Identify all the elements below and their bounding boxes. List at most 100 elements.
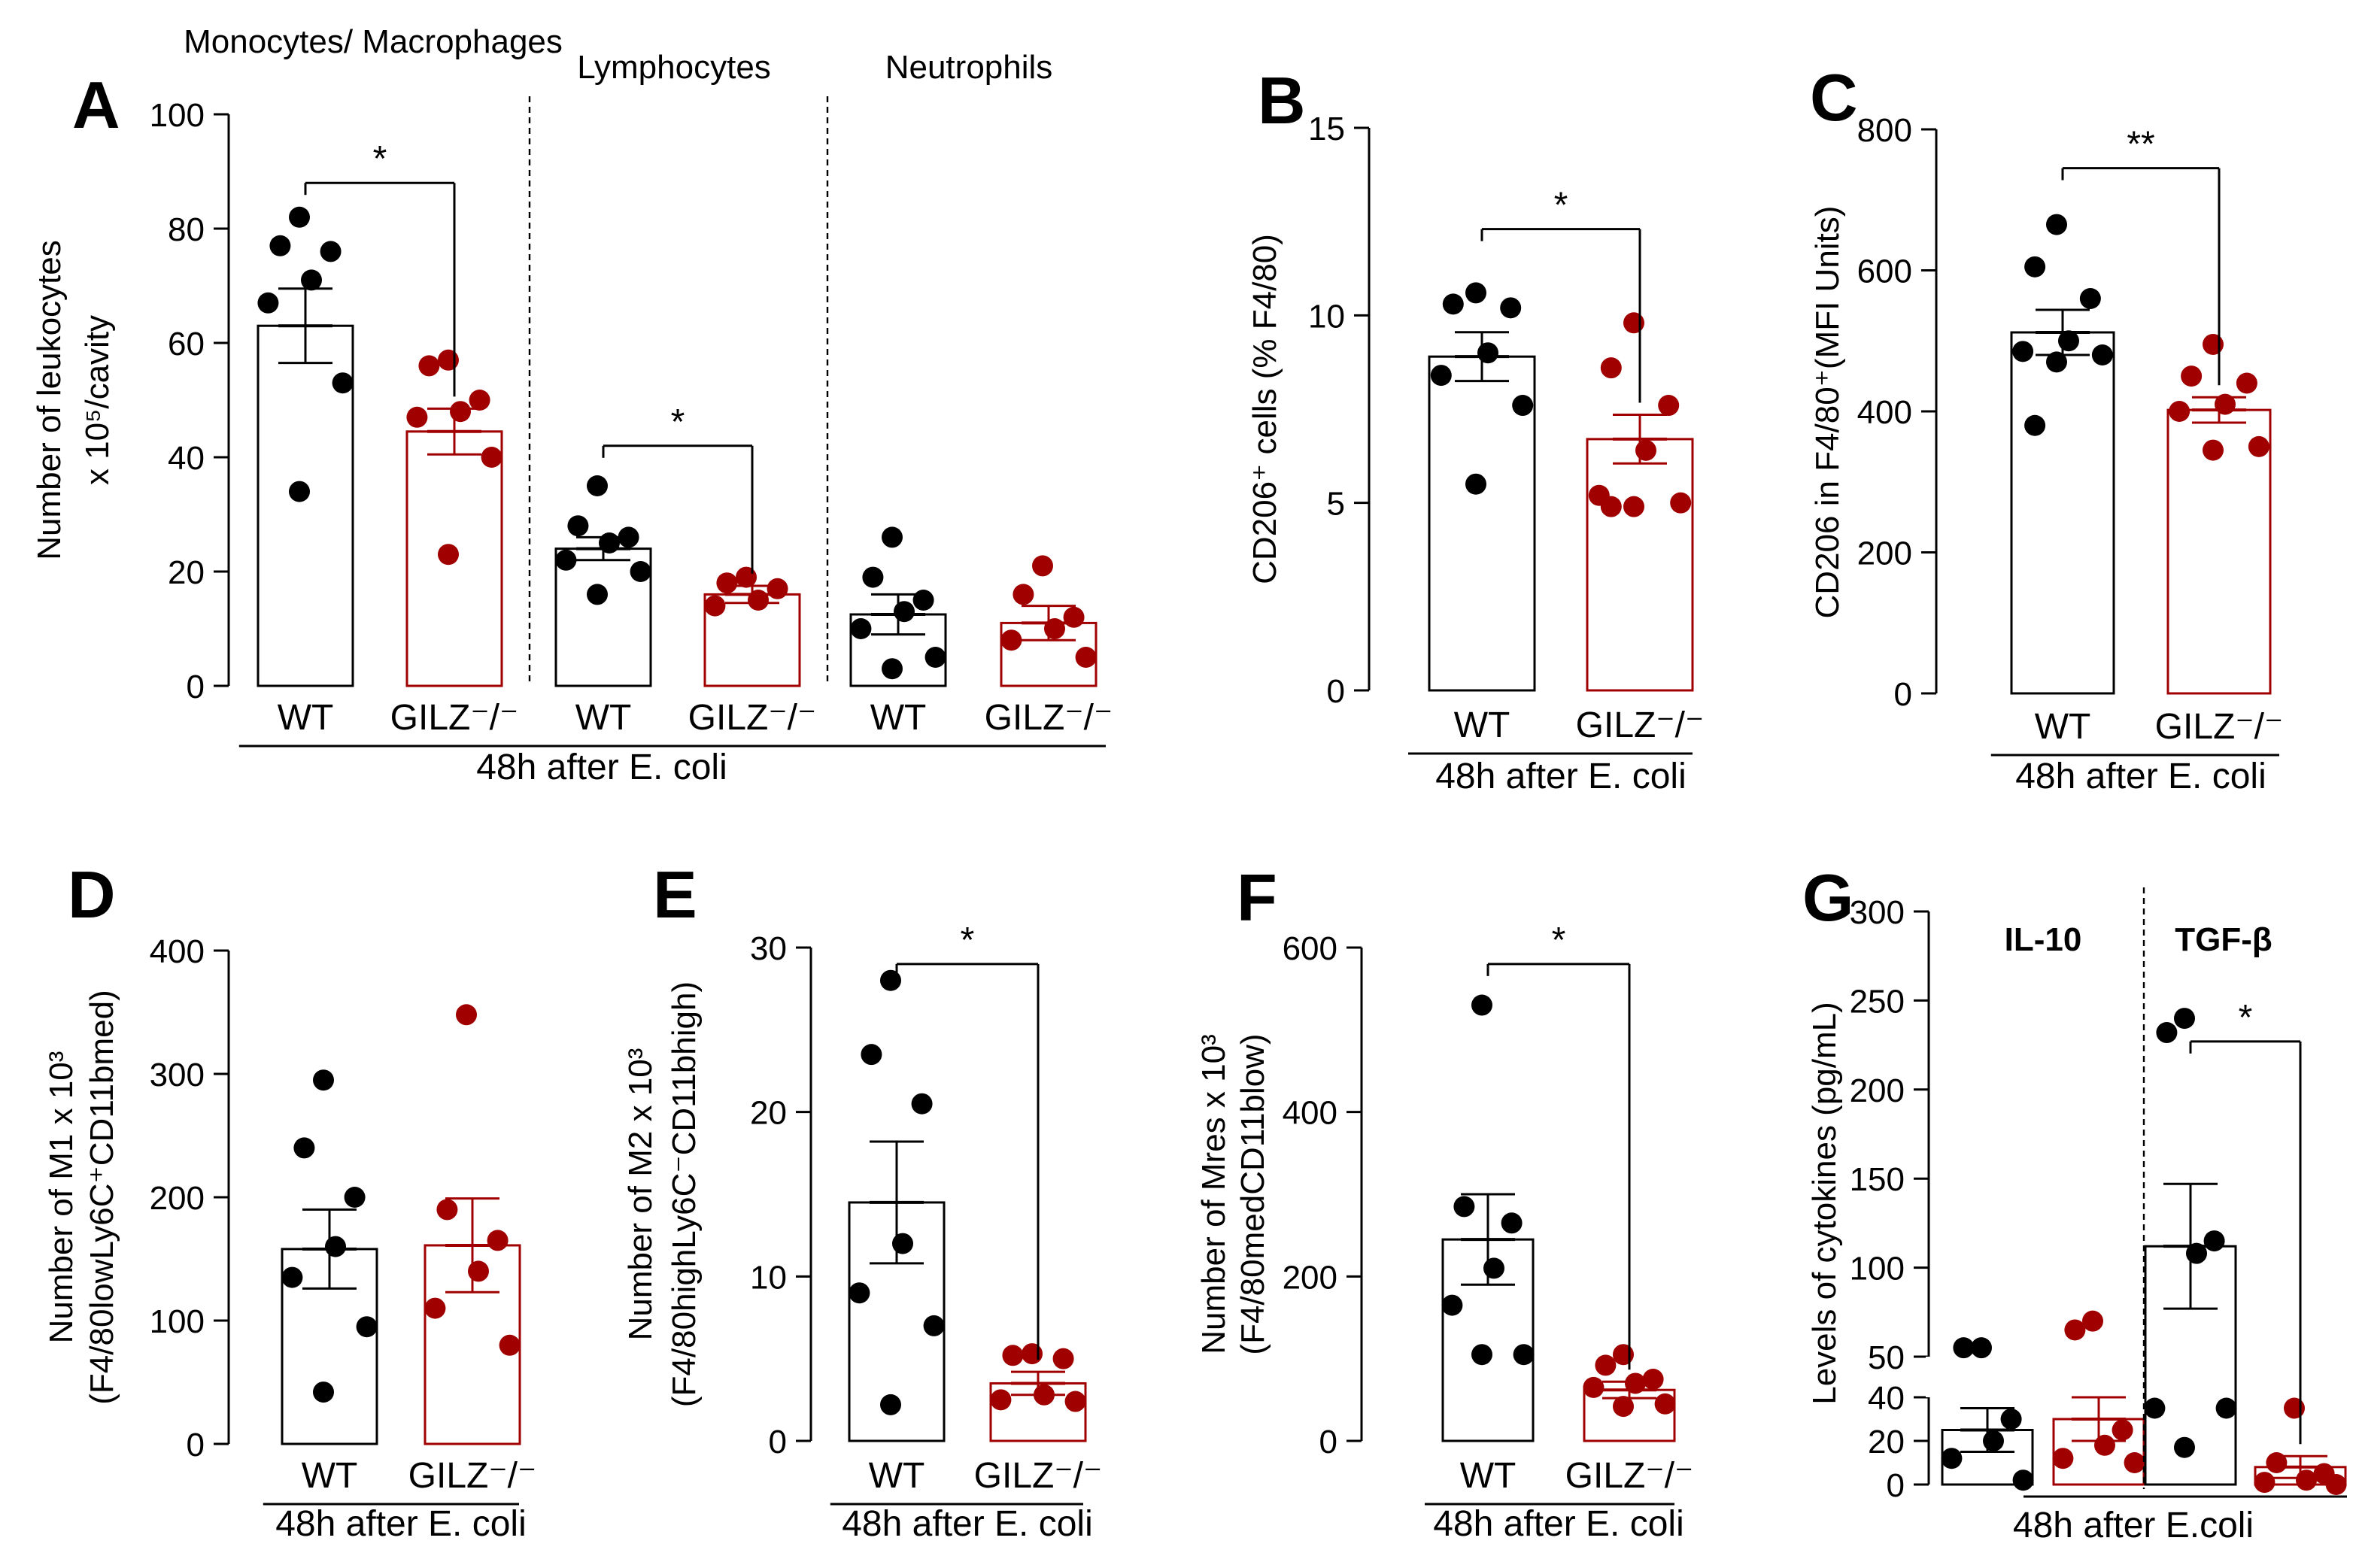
y-axis-label: Levels of cytokines (pg/mL) xyxy=(1806,1002,1843,1405)
y-axis-label: (F4/80lowLy6C⁺CD11bmed) xyxy=(83,990,120,1404)
x-tick-label: GILZ⁻/⁻ xyxy=(1576,705,1705,745)
data-point xyxy=(2046,351,2067,373)
y-tick-label: 200 xyxy=(1850,1072,1905,1109)
y-tick-label: 0 xyxy=(1319,1424,1337,1460)
y-axis-label: Number of M2 x 10³ xyxy=(622,1048,659,1341)
panel-letter: C xyxy=(1810,60,1858,135)
y-tick-label: 20 xyxy=(750,1095,787,1132)
panel-letter: A xyxy=(72,68,120,142)
data-point xyxy=(1512,395,1534,417)
data-point xyxy=(499,1334,521,1356)
data-point xyxy=(599,532,620,554)
data-point xyxy=(2156,1022,2178,1044)
data-point xyxy=(1670,492,1692,514)
data-point xyxy=(1642,1369,1664,1390)
y-axis-label: CD206 in F4/80⁺(MFI Units) xyxy=(1809,206,1846,619)
data-point xyxy=(2169,401,2190,422)
data-point xyxy=(1442,293,1464,315)
y-axis-label: x 10⁵/cavity xyxy=(79,315,116,485)
x-tick-label: GILZ⁻/⁻ xyxy=(974,1456,1103,1496)
data-point xyxy=(2325,1474,2347,1495)
y-tick-label: 600 xyxy=(1283,930,1337,967)
data-point xyxy=(882,658,903,680)
significance-label: * xyxy=(1554,186,1568,226)
significance-label: * xyxy=(373,139,387,179)
data-point xyxy=(892,1233,913,1254)
data-point xyxy=(587,584,608,605)
bar xyxy=(2010,331,2115,695)
data-point xyxy=(2046,214,2067,235)
data-point xyxy=(2203,333,2224,355)
data-point xyxy=(1430,365,1452,387)
data-point xyxy=(767,578,788,599)
x-caption: 48h after E. coli xyxy=(842,1504,1093,1544)
y-axis-label: Number of leukocytes xyxy=(31,240,68,560)
y-tick-label: 50 xyxy=(1868,1339,1905,1376)
data-point xyxy=(1625,1372,1646,1394)
data-point xyxy=(2248,435,2269,457)
x-caption: 48h after E. coli xyxy=(476,748,727,787)
data-point xyxy=(1000,629,1022,651)
x-caption: 48h after E. coli xyxy=(1435,757,1687,796)
data-point xyxy=(2052,1448,2074,1469)
data-point xyxy=(1953,1337,1975,1359)
data-point xyxy=(257,292,279,314)
data-point xyxy=(2215,1397,2237,1419)
data-point xyxy=(1471,1344,1492,1366)
data-point xyxy=(2203,1230,2225,1252)
y-tick-label: 250 xyxy=(1850,983,1905,1020)
significance-label: ** xyxy=(2127,125,2154,165)
data-point xyxy=(2082,1310,2103,1332)
x-tick-label: WT xyxy=(278,698,334,738)
y-tick-label: 40 xyxy=(1868,1380,1905,1417)
data-point xyxy=(748,590,769,611)
data-point xyxy=(1654,1393,1676,1415)
data-point xyxy=(1513,1344,1535,1366)
y-tick-label: 5 xyxy=(1327,486,1345,523)
y-tick-label: 100 xyxy=(1850,1251,1905,1287)
data-point xyxy=(2091,344,2113,365)
data-point xyxy=(555,549,577,571)
y-tick-label: 200 xyxy=(150,1180,205,1217)
data-point xyxy=(469,390,490,411)
x-caption: 48h after E. coli xyxy=(275,1504,527,1544)
data-point xyxy=(289,481,310,502)
data-point xyxy=(1002,1345,1024,1366)
data-point xyxy=(2079,288,2101,309)
data-point xyxy=(2094,1434,2115,1456)
y-axis-label: (F4/80medCD11blow) xyxy=(1234,1033,1271,1354)
data-point xyxy=(436,1199,458,1221)
y-tick-label: 0 xyxy=(187,669,205,705)
data-point xyxy=(2064,1319,2086,1341)
x-tick-label: WT xyxy=(575,698,632,738)
data-point xyxy=(1600,357,1622,379)
data-point xyxy=(587,475,608,496)
data-point xyxy=(1583,1376,1605,1398)
data-point xyxy=(2215,393,2236,415)
y-tick-label: 100 xyxy=(150,97,205,134)
group-label: TGF-β xyxy=(2175,921,2272,958)
data-point xyxy=(456,1004,477,1026)
x-tick-label: WT xyxy=(1460,1456,1516,1496)
x-tick-label: WT xyxy=(869,1456,925,1496)
y-tick-label: 20 xyxy=(1868,1424,1905,1460)
data-point xyxy=(880,1394,901,1415)
data-point xyxy=(1044,618,1065,639)
y-tick-label: 800 xyxy=(1857,112,1912,149)
data-point xyxy=(1013,584,1034,605)
data-point xyxy=(1441,1294,1463,1316)
data-point xyxy=(344,1187,366,1208)
data-point xyxy=(912,590,934,611)
data-point xyxy=(618,526,639,548)
y-tick-label: 400 xyxy=(1857,394,1912,431)
data-point xyxy=(481,447,502,468)
data-point xyxy=(487,1230,509,1251)
data-point xyxy=(2144,1397,2166,1419)
data-point xyxy=(406,406,428,428)
data-point xyxy=(861,1044,882,1066)
x-tick-label: GILZ⁻/⁻ xyxy=(390,698,519,738)
group-label: IL-10 xyxy=(2005,921,2082,958)
data-point xyxy=(704,595,726,617)
data-point xyxy=(2266,1452,2288,1473)
x-tick-label: WT xyxy=(2035,707,2091,747)
